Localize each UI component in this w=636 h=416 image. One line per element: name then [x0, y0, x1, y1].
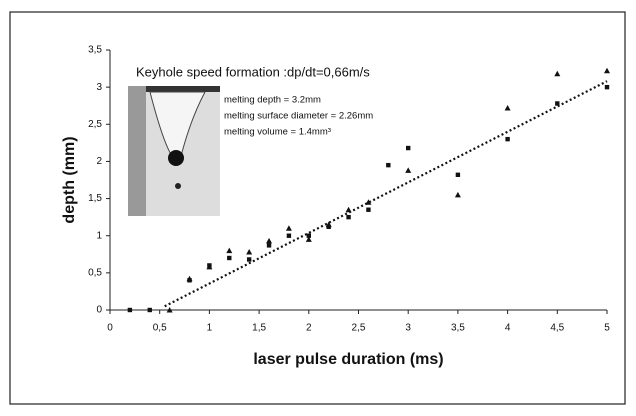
y-tick-label: 0,5 — [88, 267, 102, 278]
point — [226, 247, 233, 254]
annotation: Keyhole speed formation :dp/dt=0,66m/s — [136, 64, 370, 79]
point — [285, 225, 292, 231]
x-tick-label: 0,5 — [153, 323, 167, 334]
point — [186, 275, 193, 282]
point — [246, 257, 252, 262]
y-tick-label: 2 — [96, 156, 102, 167]
y-tick-label: 2,5 — [88, 119, 102, 130]
point — [166, 307, 173, 313]
x-tick-label: 5 — [604, 323, 610, 334]
point — [366, 207, 371, 212]
point — [305, 236, 312, 242]
y-axis-title: depth (mm) — [61, 136, 78, 223]
point — [455, 172, 461, 177]
point — [266, 237, 273, 244]
x-tick-label: 2 — [306, 323, 312, 334]
point — [505, 136, 510, 142]
trend-line — [164, 80, 608, 308]
point — [604, 84, 610, 90]
point — [286, 233, 292, 238]
point — [554, 70, 561, 77]
point — [127, 307, 133, 313]
point — [386, 162, 391, 168]
x-tick-label: 3 — [405, 323, 411, 334]
point — [365, 199, 372, 205]
keyhole-photo — [128, 86, 220, 216]
point — [454, 191, 461, 198]
x-tick-label: 2,5 — [352, 323, 366, 334]
point — [246, 249, 253, 255]
point — [345, 206, 352, 213]
x-axis-title: laser pulse duration (ms) — [253, 351, 443, 368]
y-tick-label: 1 — [96, 230, 102, 241]
y-tick-label: 3,5 — [88, 45, 102, 56]
point — [346, 214, 351, 220]
x-tick-label: 1 — [207, 323, 213, 334]
point — [266, 243, 272, 248]
x-tick-label: 3,5 — [451, 323, 465, 334]
x-tick-label: 4 — [505, 323, 511, 334]
point — [206, 263, 213, 270]
point — [504, 104, 511, 111]
y-tick-label: 1,5 — [88, 193, 102, 204]
annotation: melting depth = 3.2mm — [224, 95, 321, 106]
point — [405, 167, 412, 173]
x-tick-label: 4,5 — [550, 323, 564, 334]
point — [604, 67, 610, 74]
annotation: melting volume = 1.4mm³ — [224, 127, 331, 138]
y-tick-label: 3 — [96, 82, 102, 93]
point — [227, 255, 232, 261]
y-tick-label: 0 — [96, 305, 102, 316]
annotation: melting surface diameter = 2.26mm — [224, 111, 373, 122]
point — [406, 145, 411, 151]
x-tick-label: 0 — [107, 323, 113, 334]
point — [325, 221, 332, 228]
point — [555, 101, 560, 106]
x-tick-label: 1,5 — [252, 323, 266, 334]
point — [306, 233, 311, 238]
chart-frame — [9, 11, 626, 405]
point — [147, 307, 152, 313]
